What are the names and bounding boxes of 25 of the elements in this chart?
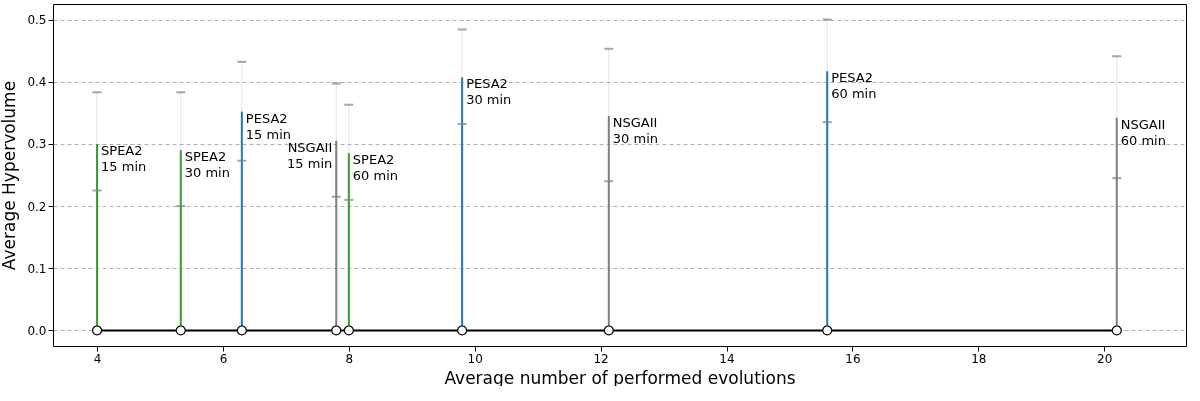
annotation: SPEA2 15 min [101,142,147,174]
y-axis-title: Average Hypervolume [0,80,20,271]
y-tick-label: 0.2 [27,199,47,214]
x-tick-label: 14 [719,351,735,366]
annotation: NSGAII 30 min [612,114,658,146]
annotation: NSGAII 60 min [1120,116,1166,148]
annotation: PESA2 60 min [831,70,877,102]
x-tick-label: 6 [219,351,228,366]
x-tick-label: 18 [971,351,987,366]
y-tick-label: 0.5 [27,13,47,28]
x-tick-label: 10 [467,351,483,366]
y-tick-label: 0.4 [27,75,47,90]
x-tick-label: 8 [345,351,354,366]
annotation: PESA2 15 min [245,110,292,142]
x-tick-label: 16 [845,351,861,366]
x-tick-label: 12 [593,351,609,366]
x-tick-label: 20 [1097,351,1113,366]
x-tick-label: 4 [93,351,102,366]
annotation: SPEA2 60 min [352,152,399,184]
y-tick-label: 0.1 [27,261,47,276]
y-tick-label: 0.0 [27,323,47,338]
y-tick-label: 0.3 [27,137,47,152]
annotation: NSGAII 15 min [287,139,333,171]
annotation: PESA2 30 min [466,76,512,108]
annotation: SPEA2 30 min [184,149,230,181]
